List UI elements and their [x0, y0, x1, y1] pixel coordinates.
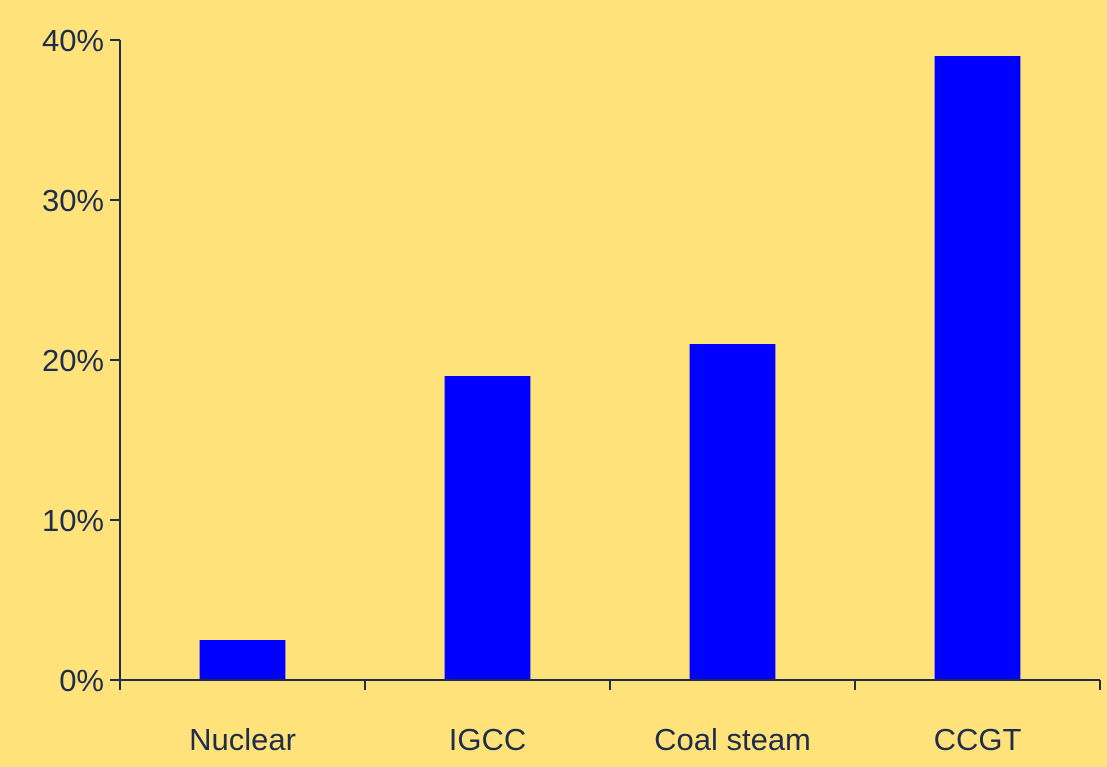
y-tick-label: 10% — [42, 503, 104, 538]
bar-coal-steam — [689, 344, 776, 680]
bar-igcc — [444, 376, 531, 680]
y-tick-label: 40% — [42, 23, 104, 58]
x-category-label: CCGT — [934, 722, 1022, 757]
bar-ccgt — [934, 56, 1021, 680]
bar-nuclear — [199, 640, 286, 680]
y-tick-label: 20% — [42, 343, 104, 378]
y-ticks-group: 0% 10% 20% 30% 40% — [42, 23, 120, 698]
x-ticks-group: Nuclear IGCC Coal steam CCGT — [119, 680, 1101, 757]
y-tick-label: 0% — [59, 663, 104, 698]
x-category-label: Coal steam — [654, 722, 811, 757]
y-tick-label: 30% — [42, 183, 104, 218]
x-category-label: Nuclear — [189, 722, 296, 757]
x-category-label: IGCC — [449, 722, 527, 757]
bars-group — [199, 56, 1021, 680]
